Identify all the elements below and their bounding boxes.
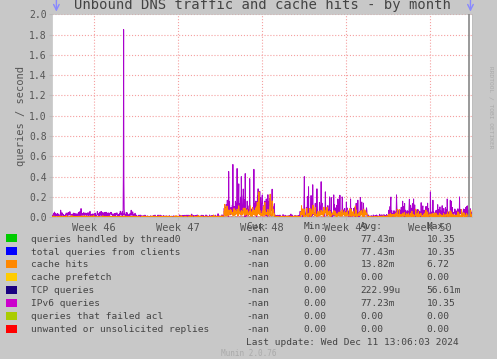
Text: Avg:: Avg:: [360, 222, 383, 231]
Text: unwanted or unsolicited replies: unwanted or unsolicited replies: [31, 325, 209, 334]
Text: Munin 2.0.76: Munin 2.0.76: [221, 349, 276, 358]
Text: -nan: -nan: [246, 325, 269, 334]
Text: 0.00: 0.00: [360, 312, 383, 321]
Text: TCP queries: TCP queries: [31, 286, 94, 295]
Text: 77.43m: 77.43m: [360, 234, 395, 244]
Text: Max:: Max:: [426, 222, 449, 231]
Text: 10.35: 10.35: [426, 234, 455, 244]
Text: 222.99u: 222.99u: [360, 286, 401, 295]
Text: 0.00: 0.00: [303, 273, 326, 283]
Text: 0.00: 0.00: [360, 273, 383, 283]
Text: 77.43m: 77.43m: [360, 247, 395, 257]
Text: 0.00: 0.00: [303, 247, 326, 257]
Text: 0.00: 0.00: [303, 325, 326, 334]
Text: 56.61m: 56.61m: [426, 286, 461, 295]
Text: 0.00: 0.00: [303, 260, 326, 270]
Text: cache prefetch: cache prefetch: [31, 273, 111, 283]
Text: 0.00: 0.00: [303, 234, 326, 244]
Text: -nan: -nan: [246, 260, 269, 270]
Text: 0.00: 0.00: [426, 273, 449, 283]
Y-axis label: queries / second: queries / second: [16, 66, 26, 166]
Text: 13.82m: 13.82m: [360, 260, 395, 270]
Text: queries that failed acl: queries that failed acl: [31, 312, 163, 321]
Text: IPv6 queries: IPv6 queries: [31, 299, 100, 308]
Text: queries handled by thread0: queries handled by thread0: [31, 234, 180, 244]
Text: 0.00: 0.00: [426, 312, 449, 321]
Text: Cur:: Cur:: [246, 222, 269, 231]
Text: 6.72: 6.72: [426, 260, 449, 270]
Text: Last update: Wed Dec 11 13:06:03 2024: Last update: Wed Dec 11 13:06:03 2024: [246, 338, 459, 347]
Text: 0.00: 0.00: [426, 325, 449, 334]
Title: Unbound DNS traffic and cache hits - by month: Unbound DNS traffic and cache hits - by …: [74, 0, 451, 12]
Text: -nan: -nan: [246, 286, 269, 295]
Text: -nan: -nan: [246, 273, 269, 283]
Text: 0.00: 0.00: [303, 299, 326, 308]
Text: 10.35: 10.35: [426, 299, 455, 308]
Text: RRDTOOL / TOBI OETIKER: RRDTOOL / TOBI OETIKER: [489, 66, 494, 149]
Text: cache hits: cache hits: [31, 260, 88, 270]
Text: -nan: -nan: [246, 312, 269, 321]
Text: total queries from clients: total queries from clients: [31, 247, 180, 257]
Text: 0.00: 0.00: [360, 325, 383, 334]
Text: -nan: -nan: [246, 299, 269, 308]
Text: 0.00: 0.00: [303, 286, 326, 295]
Text: Min:: Min:: [303, 222, 326, 231]
Text: 77.23m: 77.23m: [360, 299, 395, 308]
Text: 0.00: 0.00: [303, 312, 326, 321]
Text: -nan: -nan: [246, 247, 269, 257]
Text: -nan: -nan: [246, 234, 269, 244]
Text: 10.35: 10.35: [426, 247, 455, 257]
